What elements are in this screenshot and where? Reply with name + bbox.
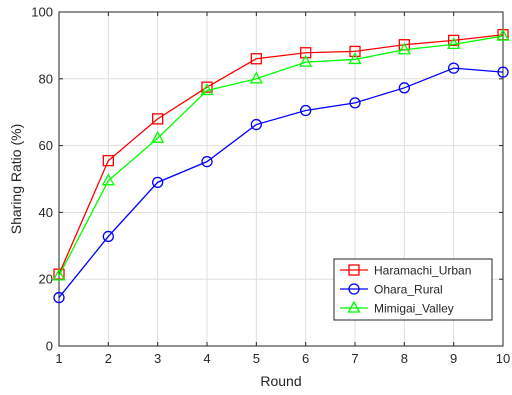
data-point <box>250 118 262 131</box>
data-point <box>101 173 115 186</box>
data-point <box>299 54 313 67</box>
series-Haramachi_Urban <box>53 29 509 280</box>
x-tick-label: 8 <box>401 351 408 366</box>
series-line <box>58 67 504 298</box>
data-point <box>300 104 312 117</box>
data-point <box>250 53 262 65</box>
x-tick-label: 4 <box>203 351 210 366</box>
y-tick-label: 80 <box>39 71 53 86</box>
data-point <box>200 83 214 96</box>
y-tick-label: 20 <box>39 272 53 287</box>
data-point <box>102 154 114 167</box>
data-point <box>349 45 361 58</box>
x-tick-label: 10 <box>496 351 510 366</box>
legend-item: Haramachi_Urban <box>340 264 471 278</box>
data-point <box>300 47 312 59</box>
data-point <box>497 66 509 78</box>
x-axis-label: Round <box>260 373 301 389</box>
legend-marker <box>348 264 360 276</box>
legend-item: Mimigai_Valley <box>340 300 454 316</box>
y-tick-label: 40 <box>39 205 53 220</box>
data-point <box>348 52 362 65</box>
legend-label: Ohara_Rural <box>374 283 443 297</box>
legend: Haramachi_Urban Ohara_Rural Mimigai_Valley <box>333 258 493 321</box>
x-tick-label: 5 <box>253 351 260 366</box>
x-tick-label: 7 <box>351 351 358 366</box>
y-tick-label: 60 <box>39 138 53 153</box>
data-point <box>152 176 164 188</box>
data-point <box>151 130 165 143</box>
data-point <box>201 81 213 93</box>
data-point <box>152 113 164 125</box>
data-point <box>398 82 410 94</box>
x-tick-label: 1 <box>55 351 62 366</box>
series-line <box>58 34 504 275</box>
plot-frame <box>58 11 504 347</box>
data-point <box>397 42 411 55</box>
data-point <box>53 291 65 304</box>
legend-marker <box>348 283 360 295</box>
x-tick-label: 3 <box>154 351 161 366</box>
x-tick-label: 6 <box>302 351 309 366</box>
data-point <box>201 155 213 168</box>
y-tick-label: 100 <box>31 5 53 20</box>
data-point <box>102 230 114 243</box>
series-Mimigai_Valley <box>52 28 510 281</box>
data-point <box>249 71 263 84</box>
y-axis-label: Sharing Ratio (%) <box>8 124 24 235</box>
data-point <box>52 268 66 281</box>
series-line <box>58 35 504 277</box>
data-point <box>447 37 461 50</box>
legend-label: Haramachi_Urban <box>374 264 471 278</box>
data-point <box>496 28 510 41</box>
legend-label: Mimigai_Valley <box>374 302 454 316</box>
x-tick-label: 9 <box>450 351 457 366</box>
data-point <box>448 34 460 47</box>
legend-marker <box>347 300 361 313</box>
series-group <box>52 28 510 304</box>
series-Ohara_Rural <box>53 62 509 304</box>
data-point <box>448 62 460 74</box>
data-point <box>349 97 361 109</box>
x-tick-label: 2 <box>105 351 112 366</box>
y-tick-label: 0 <box>46 339 53 354</box>
legend-item: Ohara_Rural <box>340 283 443 297</box>
